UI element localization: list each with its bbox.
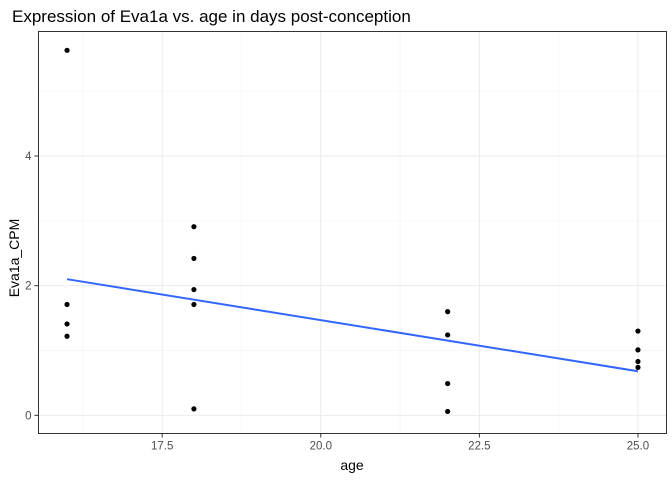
x-axis-title: age <box>340 457 364 473</box>
data-point <box>191 224 197 230</box>
data-point <box>64 47 70 53</box>
data-point <box>635 328 641 334</box>
data-point <box>64 321 70 327</box>
x-tick-label: 17.5 <box>151 441 173 453</box>
x-tick-label: 20.0 <box>310 441 332 453</box>
data-point <box>191 255 197 262</box>
y-axis-title: Eva1a_CPM <box>6 219 22 298</box>
data-point <box>445 408 451 415</box>
y-axis: 0 2 4 <box>25 151 39 422</box>
trend-line <box>66 278 639 373</box>
data-point <box>445 332 451 338</box>
points-layer <box>64 47 641 415</box>
x-tick-label: 25.0 <box>627 441 649 453</box>
data-point <box>445 309 451 315</box>
data-point <box>191 406 197 412</box>
y-tick-label: 2 <box>25 281 31 293</box>
grid-minor <box>38 31 667 434</box>
y-tick-label: 4 <box>25 151 32 163</box>
y-tick-label: 0 <box>25 410 31 422</box>
data-point <box>635 358 641 365</box>
data-point <box>64 333 70 339</box>
x-axis: 17.5 20.0 22.5 25.0 <box>151 433 649 453</box>
panel-border <box>38 31 667 434</box>
chart-title: Expression of Eva1a vs. age in days post… <box>12 7 411 26</box>
data-point <box>635 347 641 353</box>
trend-line-layer <box>66 278 639 373</box>
data-point <box>191 301 197 308</box>
data-point <box>64 301 70 308</box>
grid-major <box>38 31 667 434</box>
x-tick-label: 22.5 <box>468 441 490 453</box>
data-point <box>191 286 197 293</box>
data-point <box>445 380 451 387</box>
data-point <box>635 364 641 370</box>
